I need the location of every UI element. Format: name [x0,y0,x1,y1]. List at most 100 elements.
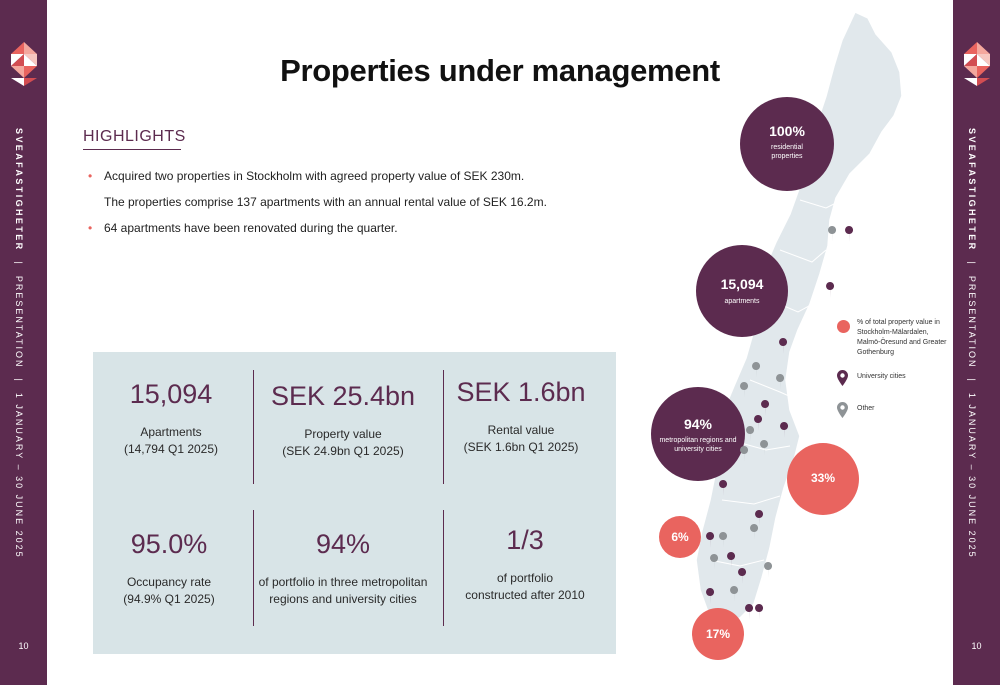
sidebar-brand: SVEAFASTIGHETER [14,128,24,252]
kpi-label: Occupancy rate [126,575,212,589]
purple-pin-icon [727,552,736,568]
sweden-map [651,11,903,660]
gray-pin-icon [828,226,837,242]
gray-pin-icon [730,586,739,602]
gray-pin-icon [710,554,719,570]
legend-item: Other [837,402,947,424]
purple-pin-icon [837,370,848,386]
kpi-label: Property value [304,427,382,441]
gray-pin-icon [760,440,769,456]
kpi-label: of portfolio in three metropolitan [258,575,428,589]
purple-pin-icon [826,282,835,298]
divider [253,370,254,484]
bubble-residential [740,97,834,191]
kpi-value: 15,094 [129,379,213,409]
kpi-sublabel: (SEK 1.6bn Q1 2025) [463,440,579,454]
kpi-sublabel: regions and university cities [269,592,417,606]
purple-pin-icon [745,604,754,620]
legend-text: University cities [857,373,906,380]
sidebar-period: 1 JANUARY – 30 JUNE 2025 [14,392,24,559]
purple-pin-icon [779,338,788,354]
page-title: Properties under management [280,53,720,88]
kpi-value: 1/3 [506,525,544,555]
bubble-17-percent [692,608,744,660]
kpi-sublabel: (94.9% Q1 2025) [123,592,215,606]
sidebar-separator: | [967,261,977,266]
sidebar-brand: SVEAFASTIGHETER [967,128,977,252]
sidebar-separator: | [14,261,24,266]
divider [443,510,444,626]
divider [443,370,444,484]
bubble-value: 15,094 [720,276,764,292]
list-item: • Acquired two properties in Stockholm wi… [88,167,648,193]
list-item: • 64 apartments have been renovated durin… [88,219,648,245]
kpi-value: 94% [315,529,371,559]
gray-pin-icon [740,382,749,398]
bubble-value: 100% [769,123,805,139]
kpi-value: SEK 25.4bn [270,381,416,411]
bubble-label: residential properties [771,144,803,160]
purple-pin-icon [845,226,854,242]
bubble-metropolitan [651,387,745,481]
map-pins [706,226,854,620]
purple-pin-icon [719,480,728,496]
sidebar-section: PRESENTATION [14,275,24,369]
kpi-metropolitan-share: 94% of portfolio in three metropolitan r… [243,528,443,608]
gray-pin-icon [776,374,785,390]
bullet-text: 64 apartments have been renovated during… [104,221,398,235]
sidebar-separator: | [967,378,977,383]
highlights-underline [83,149,181,150]
kpi-sublabel: (14,794 Q1 2025) [123,442,219,456]
page-number: 10 [18,641,29,651]
sidebar-vertical-text: SVEAFASTIGHETER | PRESENTATION | 1 JANUARY –… [14,128,24,559]
sidebar-separator: | [14,378,24,383]
purple-pin-icon [780,422,789,438]
right-sidebar: SVEAFASTIGHETER | PRESENTATION | 1 JANUARY –… [953,0,1000,685]
purple-pin-icon [706,532,715,548]
purple-pin-icon [755,510,764,526]
purple-pin-icon [706,588,715,604]
sidebar-section: PRESENTATION [967,275,977,369]
bubble-label: apartments [724,298,760,305]
bubble-33-text: 33% [793,470,853,487]
bubble-apartments [696,245,788,337]
bubble-apartments-text: 15,094 apartments [702,276,782,306]
sidebar-period: 1 JANUARY – 30 JUNE 2025 [967,392,977,559]
purple-pin-icon [754,415,763,431]
bullet-text: Acquired two properties in Stockholm wit… [104,169,525,183]
kpi-label: Rental value [487,423,555,437]
map-legend: % of total property value in Stockholm-M… [837,318,947,424]
kpi-value: SEK 1.6bn [456,377,586,407]
gray-pin-icon [764,562,773,578]
gray-pin-icon [740,446,749,462]
kpi-property-value: SEK 25.4bn Property value (SEK 24.9bn Q1… [253,380,433,460]
kpi-apartments: 15,094 Apartments (14,794 Q1 2025) [81,378,261,458]
highlights-heading: HIGHLIGHTS [83,128,186,145]
gray-pin-icon [746,426,755,442]
gray-pin-icon [750,524,759,540]
legend-text: % of total property value in Stockholm-M… [857,319,947,356]
bubble-value: 6% [671,530,689,544]
bullet-icon: • [88,169,93,183]
kpi-occupancy: 95.0% Occupancy rate (94.9% Q1 2025) [79,528,259,608]
bubble-6-text: 6% [660,529,700,546]
kpi-new-construction: 1/3 of portfolio constructed after 2010 [435,524,615,604]
map-land [695,11,903,623]
brand-logo-icon [11,42,37,86]
kpi-label: Apartments [140,425,202,439]
kpi-rental-value: SEK 1.6bn Rental value (SEK 1.6bn Q1 202… [431,376,611,456]
bullet-text: The properties comprise 137 apartments w… [104,195,547,209]
legend-text: Other [857,405,875,412]
kpi-sublabel: (SEK 24.9bn Q1 2025) [282,444,404,458]
gray-pin-icon [719,532,728,548]
legend-item: University cities [837,370,947,404]
divider [253,510,254,626]
bubble-value: 17% [705,627,731,641]
bubble-label: metropolitan regions and university citi… [659,437,737,453]
bubble-metropolitan-text: 94% metropolitan regions and university … [656,416,740,454]
brand-logo-icon [964,42,990,86]
bubble-17-text: 17% [693,626,743,643]
purple-pin-icon [755,604,764,620]
sidebar-vertical-text: SVEAFASTIGHETER | PRESENTATION | 1 JANUARY –… [967,128,977,559]
bubble-residential-text: 100% residential properties [747,123,827,161]
